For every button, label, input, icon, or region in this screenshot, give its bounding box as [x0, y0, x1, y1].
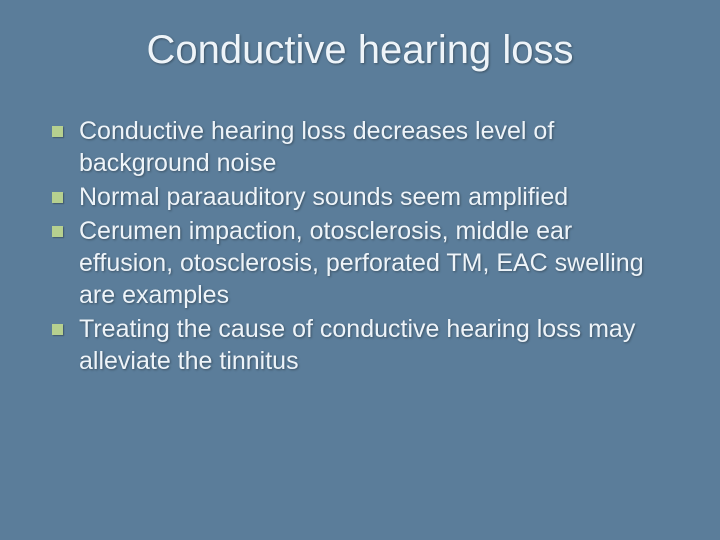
list-item-text: Conductive hearing loss decreases level … — [79, 115, 660, 179]
list-item: Conductive hearing loss decreases level … — [52, 115, 660, 179]
list-item: Treating the cause of conductive hearing… — [52, 313, 660, 377]
slide-content: Conductive hearing loss decreases level … — [40, 115, 680, 377]
list-item: Normal paraauditory sounds seem amplifie… — [52, 181, 660, 213]
square-bullet-icon — [52, 192, 63, 203]
list-item-text: Normal paraauditory sounds seem amplifie… — [79, 181, 660, 213]
slide-title: Conductive hearing loss — [40, 28, 680, 73]
list-item-text: Treating the cause of conductive hearing… — [79, 313, 660, 377]
list-item: Cerumen impaction, otosclerosis, middle … — [52, 215, 660, 311]
square-bullet-icon — [52, 324, 63, 335]
square-bullet-icon — [52, 226, 63, 237]
list-item-text: Cerumen impaction, otosclerosis, middle … — [79, 215, 660, 311]
square-bullet-icon — [52, 126, 63, 137]
slide: Conductive hearing loss Conductive heari… — [0, 0, 720, 540]
